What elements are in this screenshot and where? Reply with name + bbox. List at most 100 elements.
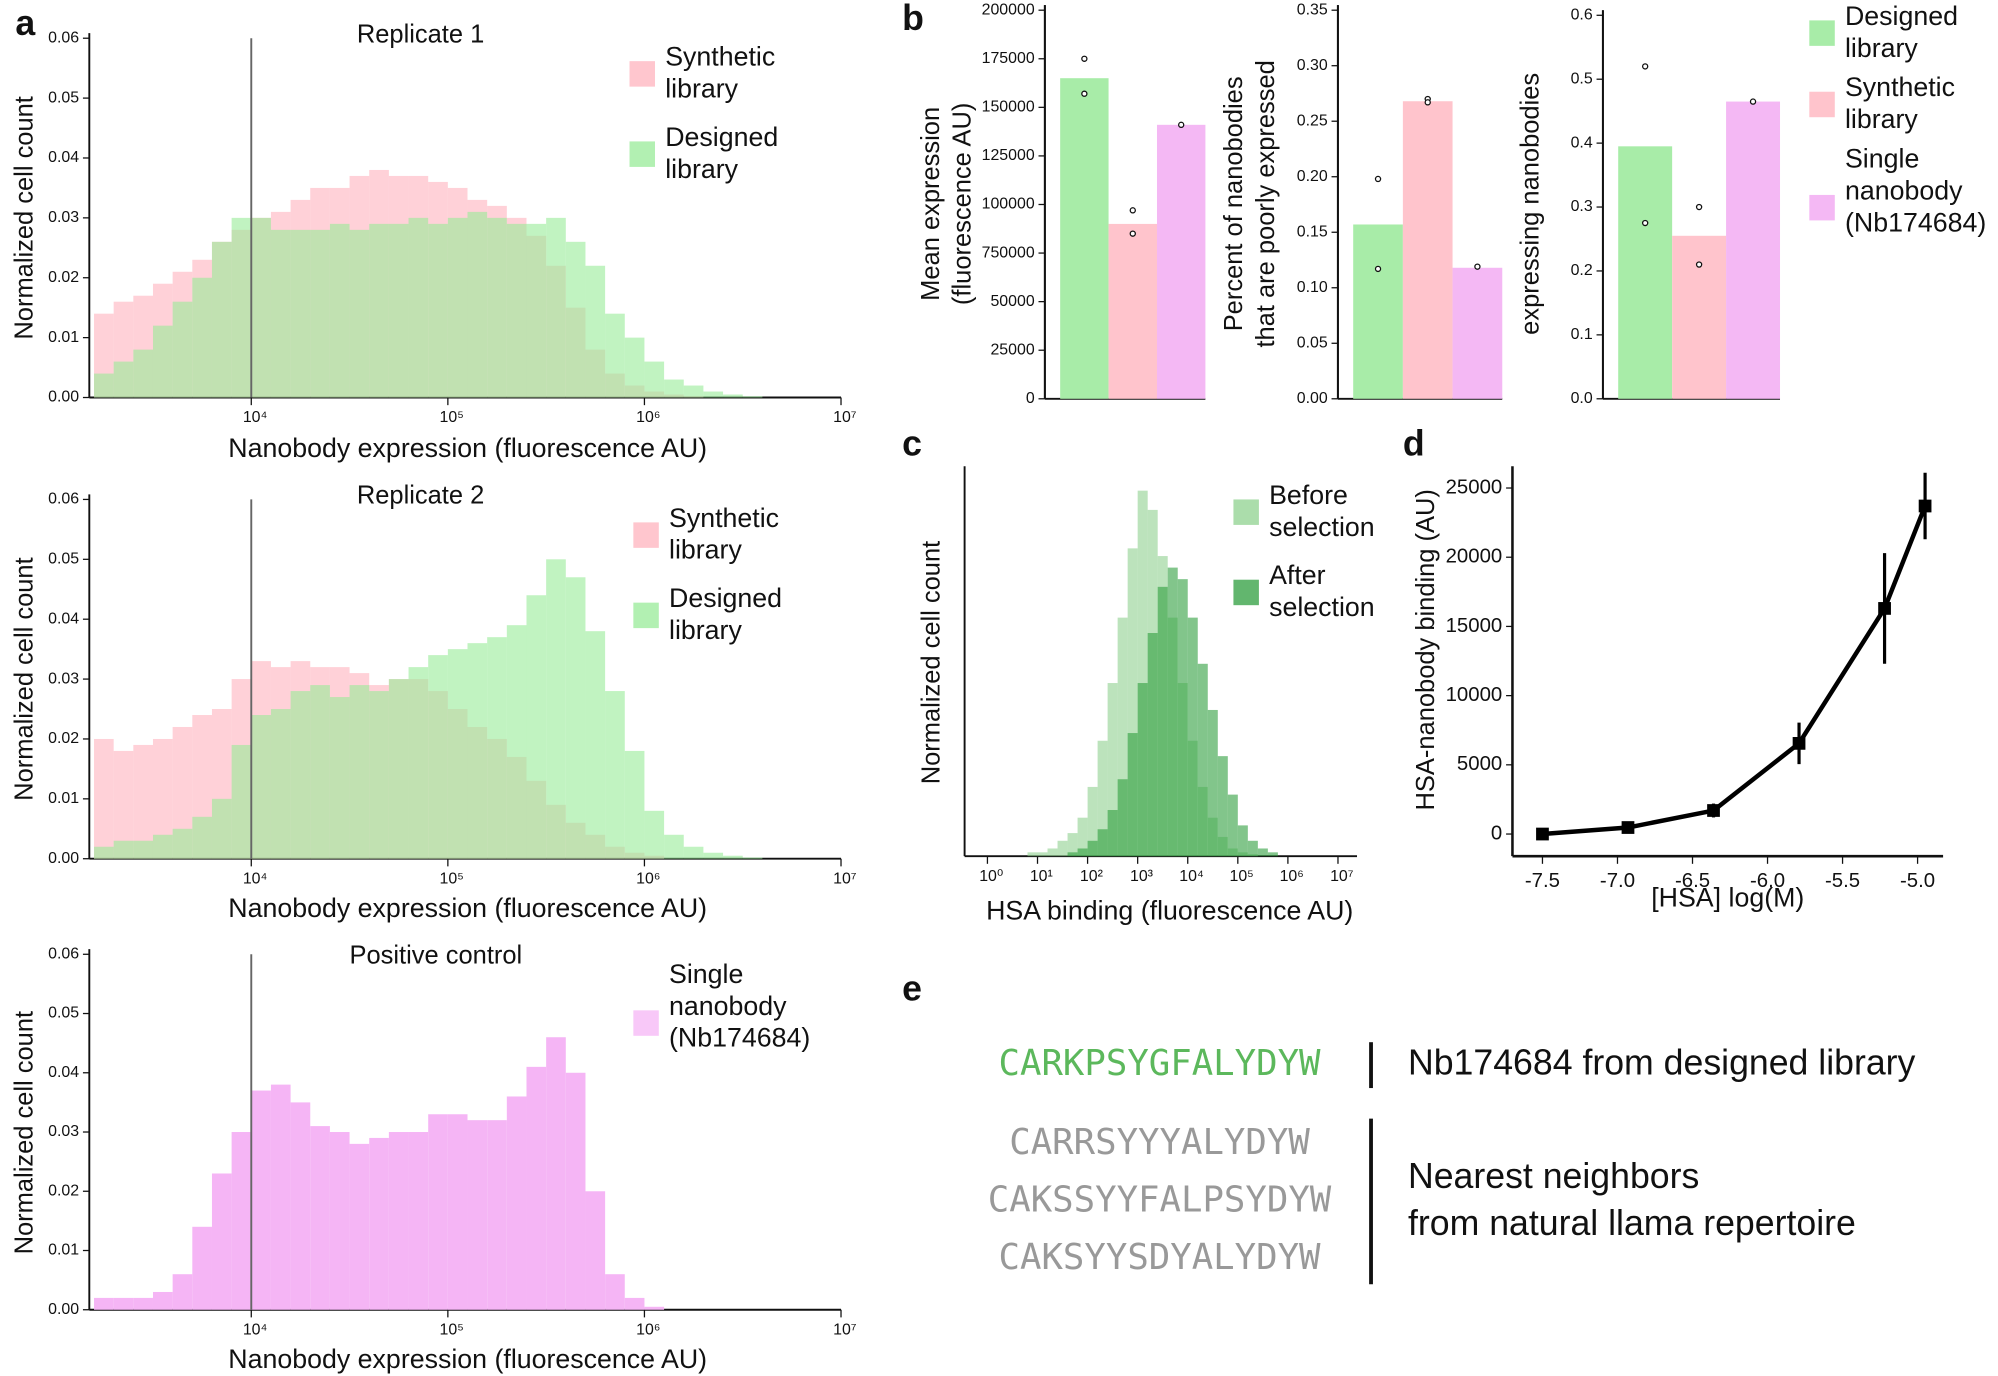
histogram-bar	[133, 840, 153, 859]
histogram-bar	[506, 223, 527, 398]
neighbor-sequence: CAKSYYSDYALYDYW	[999, 1237, 1322, 1278]
histogram-bar	[1067, 833, 1078, 857]
legend-label: Synthetic	[665, 42, 775, 72]
panel-label: e	[902, 969, 922, 1009]
histogram-bar	[1047, 848, 1058, 857]
y-axis-label: (fluorescence AU)	[949, 103, 977, 305]
histogram-bar	[113, 361, 134, 398]
legend-swatch	[633, 602, 659, 629]
y-tick-label: 0.06	[48, 491, 79, 508]
designed-sequence: CARKPSYGFALYDYW	[999, 1043, 1322, 1084]
legend-swatch	[1233, 579, 1259, 606]
point	[1918, 499, 1932, 513]
bar	[1618, 146, 1673, 399]
histogram-bar	[94, 373, 114, 398]
histogram-bar	[290, 1102, 311, 1310]
histogram-bar	[349, 1143, 370, 1310]
point	[1621, 821, 1635, 834]
histogram-bar	[1187, 617, 1198, 857]
y-tick-label: 0.35	[1297, 1, 1328, 18]
histogram-bar	[349, 685, 370, 859]
histogram-bar	[1207, 709, 1218, 857]
histogram-bar	[251, 715, 271, 859]
histogram-bar	[487, 1120, 507, 1310]
histogram-bar	[1177, 579, 1188, 857]
legend-swatch	[629, 141, 655, 167]
legend-label: Designed	[665, 122, 778, 152]
replicate-point	[1129, 230, 1136, 237]
histogram-bar	[703, 391, 724, 398]
y-tick-label: 0.3	[1571, 198, 1593, 215]
y-axis-label: Normalized cell count	[917, 541, 945, 784]
histogram-bar	[1057, 840, 1068, 857]
histogram-bar	[1147, 633, 1158, 857]
y-tick-label: 200000	[982, 1, 1035, 18]
legend-label: (Nb174684)	[669, 1023, 810, 1053]
bar	[1402, 101, 1453, 399]
bar	[1672, 235, 1727, 399]
x-tick-label: 10⁷	[1330, 868, 1354, 885]
histogram-bar	[369, 1137, 389, 1310]
y-tick-label: 0.00	[48, 389, 79, 406]
y-tick-label: 0.04	[48, 149, 79, 166]
y-tick-label: 0.2	[1571, 262, 1593, 279]
x-tick-label: -7.0	[1600, 870, 1635, 892]
histogram-bar	[526, 595, 547, 859]
histogram-bar	[290, 691, 311, 859]
histogram-bar	[113, 750, 134, 859]
legend-label: Designed	[1845, 1, 1958, 31]
y-tick-label: 0.00	[1297, 390, 1328, 407]
histogram-bar	[270, 229, 291, 398]
chart-title: Replicate 2	[357, 482, 484, 510]
x-tick-label: 10⁶	[636, 409, 660, 426]
x-tick-label: 10⁵	[440, 409, 464, 426]
histogram-bar	[1107, 683, 1118, 857]
histogram-bar	[408, 1132, 429, 1310]
histogram-bar	[152, 834, 173, 859]
histogram-bar	[605, 691, 625, 859]
x-tick-label: 10⁶	[636, 870, 660, 887]
histogram-bar	[94, 846, 114, 859]
histogram-bar	[703, 852, 724, 859]
x-tick-label: 10⁵	[1229, 868, 1253, 885]
histogram-bar	[605, 313, 625, 398]
legend-label: library	[669, 615, 742, 645]
legend-swatch	[1233, 499, 1259, 525]
histogram-bar	[1077, 848, 1088, 857]
y-tick-label: 0	[1026, 390, 1035, 407]
y-tick-label: 750000	[982, 244, 1035, 261]
y-axis-label: Mean expression	[917, 107, 945, 301]
histogram-bar	[683, 385, 704, 398]
y-tick-label: 5000	[1457, 753, 1502, 775]
histogram-bar	[1117, 779, 1128, 857]
designed-label: Nb174684 from designed library	[1408, 1043, 1916, 1083]
histogram-bar	[329, 697, 350, 859]
y-tick-label: 25000	[990, 341, 1034, 358]
y-tick-label: 0.0	[1571, 390, 1593, 407]
histogram-bar	[1127, 548, 1138, 857]
bar	[1452, 267, 1503, 399]
histogram-bar	[94, 1297, 114, 1310]
bar	[1726, 101, 1781, 399]
x-axis-label: Nanobody expression (fluorescence AU)	[228, 893, 707, 923]
histogram-bar	[133, 1297, 153, 1310]
y-tick-label: 0.02	[48, 269, 79, 286]
histogram-bar	[683, 846, 704, 859]
legend-label: Single	[1845, 144, 1919, 174]
legend-swatch	[629, 61, 655, 87]
histogram-bar	[192, 277, 212, 398]
histogram-bar	[172, 1274, 193, 1310]
histogram-bar	[270, 709, 291, 859]
y-tick-label: 0.6	[1571, 6, 1593, 23]
histogram-bar	[388, 679, 409, 859]
histogram-bar	[546, 559, 566, 859]
y-tick-label: 0.5	[1571, 70, 1593, 87]
x-axis-label: Nanobody expression (fluorescence AU)	[228, 1344, 707, 1374]
y-tick-label: 0.06	[48, 29, 79, 46]
histogram-bar	[1117, 617, 1128, 857]
x-tick-label: 10⁴	[1179, 868, 1204, 885]
legend-label: After	[1269, 560, 1326, 590]
y-tick-label: 0.01	[48, 1242, 79, 1259]
